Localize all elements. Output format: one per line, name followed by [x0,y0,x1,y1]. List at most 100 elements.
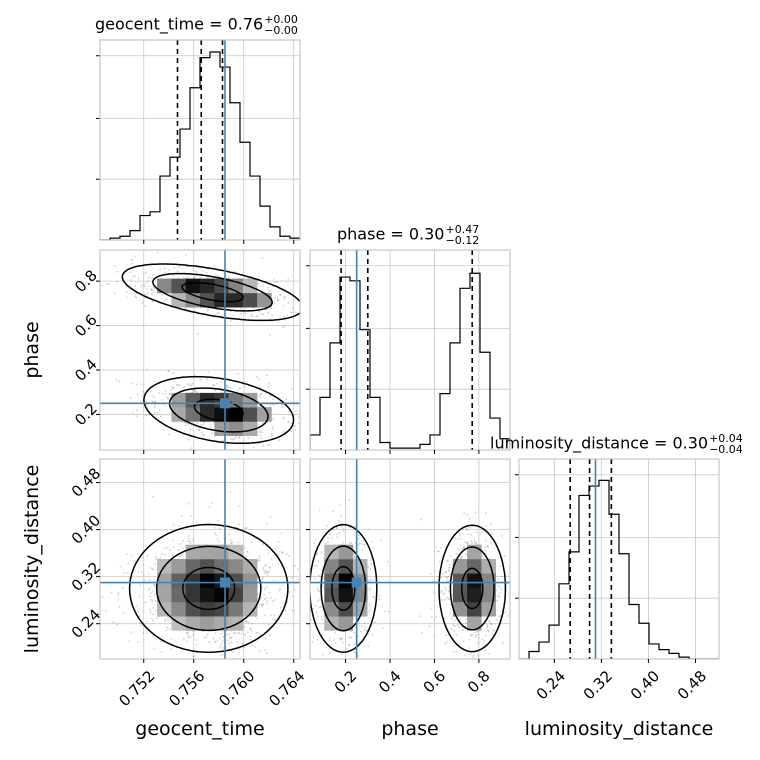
sample-point [188,503,191,505]
sample-point [419,615,422,618]
sample-point [258,555,261,557]
sample-point [150,289,153,291]
sample-point [466,542,469,544]
sample-point [348,526,351,529]
sample-point [151,617,153,620]
sample-point [135,296,138,299]
truth-marker-geocent-time-vs-phase [220,398,230,409]
sample-point [168,628,171,631]
sample-point [276,296,279,298]
sample-point [443,617,446,620]
sample-point [194,389,197,392]
sample-point [262,568,265,571]
sample-point [340,525,343,528]
sample-point [486,625,488,628]
sample-point [439,577,442,579]
sample-point [262,313,265,316]
sample-point [342,541,345,544]
sample-point [458,534,461,537]
sample-point [187,383,189,386]
sample-point [258,431,261,434]
sample-point [233,270,236,273]
sample-point [267,421,269,424]
sample-point [269,516,272,519]
sample-point [260,312,263,315]
sample-point [255,375,258,378]
sample-point [496,595,499,597]
panel-geocent-time-vs-luminosity-distance [96,458,301,663]
sample-point [484,649,487,651]
sample-point [153,287,156,290]
sample-point [463,654,466,657]
sample-point [484,546,487,548]
sample-point [486,623,489,626]
density-cell [481,573,496,588]
sample-point [227,276,230,279]
sample-point [473,541,476,544]
sample-point [227,533,230,536]
sample-point [369,608,371,611]
density-cell [171,601,186,617]
sample-point [372,595,375,598]
sample-point [262,445,265,447]
sample-point [452,624,455,626]
sample-point [462,640,465,643]
sample-point [259,633,261,636]
sample-point [466,529,469,532]
sample-point [491,533,493,535]
sample-point [125,552,128,555]
sample-point [151,293,153,296]
sample-point [181,553,184,556]
sample-point [161,553,163,555]
sample-point [238,632,241,634]
density-cell [200,292,215,308]
sample-point [491,622,493,625]
sample-point [245,555,248,558]
density-cell [452,573,468,588]
sample-point [348,499,350,502]
sample-point [362,539,365,542]
sample-point [490,522,493,525]
sample-point [159,556,162,559]
sample-point [463,545,466,548]
sample-point [334,631,336,634]
title-geocent-time-lower: −0.00 [264,24,298,37]
sample-point [463,512,466,515]
sample-point [316,639,319,641]
sample-point [187,634,190,637]
sample-point [173,266,175,269]
sample-point [357,544,360,547]
density-cell [481,587,496,603]
sample-point [206,633,209,636]
sample-point [205,271,208,274]
density-cell [185,544,201,560]
sample-point [278,439,280,442]
sample-point [135,292,138,295]
sample-point [137,641,140,644]
sample-point [169,549,172,551]
sample-point [507,615,509,617]
sample-point [349,644,351,646]
ytick-label-phase-0: 0.2 [71,400,101,430]
sample-point [455,552,458,555]
sample-point [241,633,243,635]
sample-point [161,392,164,395]
sample-point [294,429,297,432]
sample-point [346,648,349,651]
sample-point [428,625,431,628]
sample-point [270,597,273,599]
sample-point [279,607,282,609]
title-geocent-time-prefix: geocent_time = 0.76 [95,14,264,34]
sample-point [250,644,253,647]
yaxis-label-phase: phase [21,321,43,378]
sample-point [135,605,138,607]
sample-point [334,642,337,644]
sample-point [220,381,222,384]
sample-point [257,282,260,285]
sample-point [172,546,175,549]
sample-point [149,611,152,614]
sample-point [286,631,288,633]
sample-point [430,615,433,618]
sample-point [368,579,371,582]
sample-point [306,614,308,616]
